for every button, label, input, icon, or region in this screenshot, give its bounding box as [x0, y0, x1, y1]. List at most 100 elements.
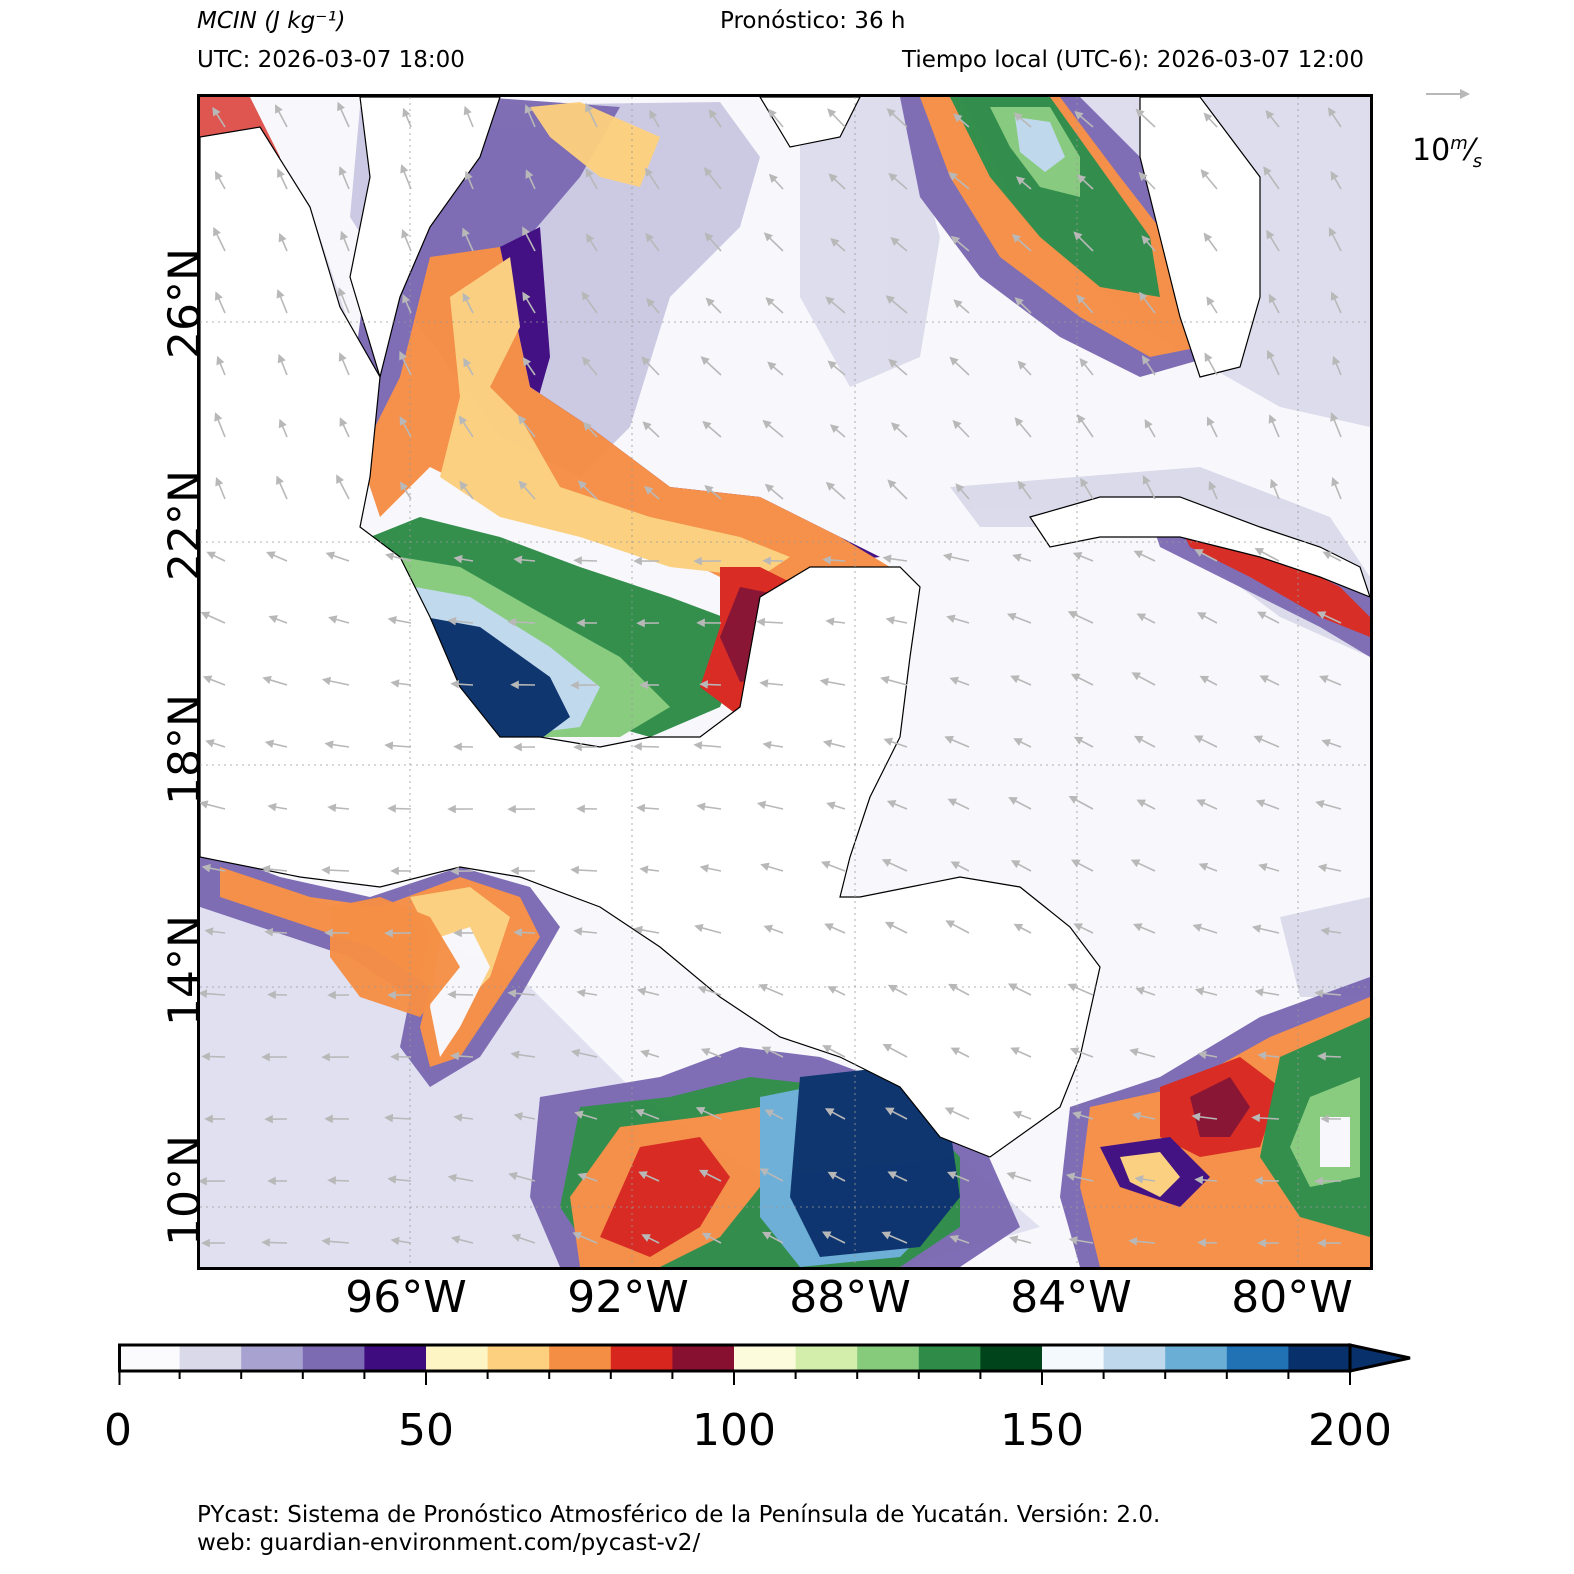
wind-arrow-head — [890, 422, 901, 432]
wind-arrow-head — [1204, 352, 1213, 363]
wind-arrow-head — [886, 108, 896, 118]
colorbar-segment — [241, 1345, 304, 1371]
wind-arrow-head — [827, 986, 837, 994]
wind-arrow-head — [944, 735, 954, 744]
footer-url: web: guardian-environment.com/pycast-v2/ — [197, 1530, 701, 1556]
wind-arrow-head — [887, 1171, 897, 1180]
wind-arrow-head — [764, 483, 775, 493]
wind-arrow-head — [887, 984, 898, 993]
wind-arrow-head — [948, 171, 958, 181]
wind-arrow-head — [1194, 987, 1205, 996]
wind-arrow-head — [821, 1231, 832, 1240]
wind-arrow-head — [953, 299, 963, 309]
wind-arrow-head — [756, 617, 766, 627]
wind-arrow-head — [400, 164, 409, 174]
wind-arrow-head — [633, 742, 642, 751]
wind-arrow-head — [1017, 360, 1027, 370]
wind-arrow-head — [522, 226, 530, 236]
wind-arrow-head — [513, 1112, 523, 1121]
wind-arrow-head — [390, 866, 399, 876]
wind-arrow-head — [1068, 1236, 1078, 1245]
wind-arrow-head — [953, 113, 963, 123]
lat-label-14n: 14°N — [159, 915, 211, 1026]
wind-arrow-head — [1316, 611, 1327, 620]
wind-arrow-head — [582, 421, 592, 431]
colorbar-segment — [302, 1345, 365, 1371]
wind-arrow-head — [200, 989, 208, 998]
wind-arrow-head — [1080, 477, 1089, 488]
wind-arrow-head — [216, 355, 225, 366]
colorbar-segment — [734, 1345, 797, 1371]
wind-arrow-head — [321, 865, 331, 875]
wind-arrow-head — [1255, 799, 1266, 808]
wind-arrow-head — [513, 928, 522, 937]
wind-arrow-head — [641, 356, 651, 366]
wind-arrow-head — [507, 804, 516, 814]
wind-arrow-head — [324, 1114, 333, 1124]
wind-arrow-head — [825, 481, 836, 491]
wind-arrow-head — [704, 232, 714, 242]
wind-arrow-head — [1254, 547, 1265, 556]
wind-arrow-head — [337, 287, 346, 297]
wind-arrow-head — [573, 927, 583, 936]
wind-arrow-head — [1257, 1238, 1266, 1248]
wind-arrow-head — [277, 353, 286, 364]
wind-arrow-head — [278, 418, 287, 429]
wind-arrow-head — [215, 476, 224, 487]
colorbar-segment — [1042, 1345, 1105, 1371]
wind-arrow-head — [1065, 1172, 1076, 1181]
wind-arrow-head — [1133, 550, 1144, 559]
wind-arrow-head — [1142, 475, 1151, 485]
wind-arrow-head — [387, 804, 396, 813]
wind-arrow-head — [882, 1043, 893, 1052]
wind-arrow-head — [205, 739, 215, 748]
wind-arrow-head — [1332, 355, 1341, 366]
wind-arrow-head — [1013, 112, 1023, 122]
wind-arrow-head — [1144, 418, 1153, 429]
wind-arrow-head — [950, 1047, 961, 1056]
wind-arrow-head — [633, 925, 643, 935]
wind-arrow-head — [1128, 1237, 1138, 1246]
wind-arrow-head — [1134, 1174, 1144, 1184]
lat-label-22n: 22°N — [159, 470, 211, 581]
colorbar-segment — [549, 1345, 612, 1371]
wind-arrow-head — [1327, 107, 1337, 117]
colorbar — [118, 1343, 1411, 1385]
lon-label-88w: 88°W — [789, 1272, 911, 1323]
wind-arrow-head — [825, 617, 835, 626]
wind-arrow-head — [1257, 1051, 1267, 1060]
wind-arrow-head — [573, 556, 582, 565]
wind-arrow-head — [204, 927, 214, 936]
wind-arrow-head — [1259, 675, 1269, 684]
wind-arrow-head — [1138, 291, 1148, 302]
wind-arrow-head — [384, 1113, 394, 1123]
wind-arrow-head — [695, 1107, 706, 1115]
wind-arrow-head — [1318, 675, 1329, 684]
wind-arrow-head — [385, 552, 395, 561]
wind-arrow-head — [1330, 291, 1339, 301]
wind-arrow-head — [646, 297, 656, 308]
wind-arrow-head — [1197, 1050, 1207, 1060]
wind-arrow-head — [1320, 926, 1330, 936]
wind-arrow-head — [1015, 176, 1026, 186]
wind-arrow-head — [640, 1049, 650, 1058]
wind-arrow-head — [262, 675, 272, 685]
mcin-field-cuba — [1150, 517, 1370, 657]
wind-vectors — [200, 101, 1342, 1248]
wind-arrow-head — [1203, 112, 1213, 122]
wind-arrow-head — [1196, 612, 1207, 621]
wind-arrow-head — [573, 742, 582, 752]
wind-arrow-head — [200, 1176, 207, 1186]
wind-arrow-head — [324, 740, 334, 749]
wind-arrow-head — [204, 1114, 213, 1124]
wind-arrow-head — [214, 412, 223, 422]
wind-arrow-head — [1317, 863, 1328, 873]
wind-arrow-head — [463, 105, 472, 116]
wind-arrow-head — [1136, 613, 1147, 622]
wind-arrow-head — [700, 356, 710, 366]
wind-arrow-head — [447, 1173, 457, 1183]
wind-arrow-head — [338, 166, 347, 176]
wind-arrow-head — [1253, 735, 1264, 744]
wind-arrow-head — [639, 680, 648, 690]
wind-arrow-head — [887, 479, 897, 489]
